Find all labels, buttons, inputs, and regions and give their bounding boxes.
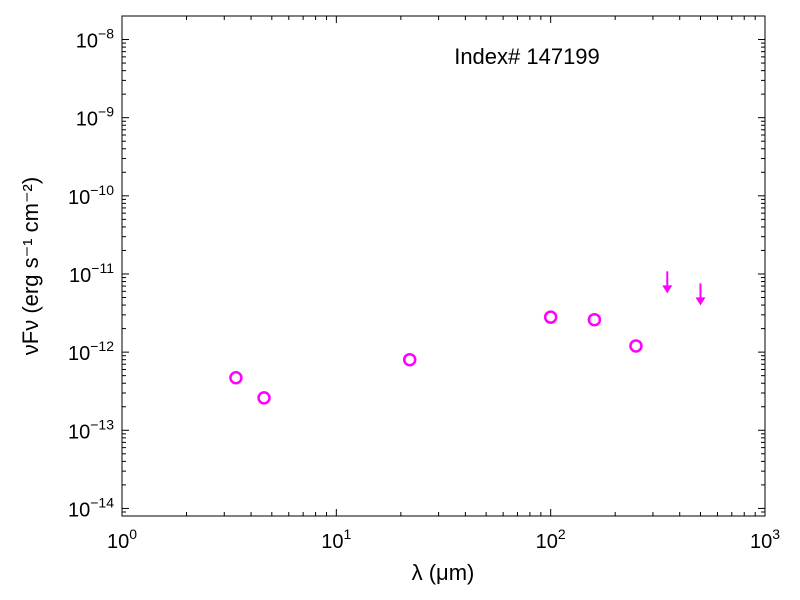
- y-tick-label: 10−9: [76, 104, 114, 131]
- upper-limit-head: [662, 285, 673, 294]
- y-tick-label: 10−12: [68, 338, 114, 365]
- upper-limit-arrow: [695, 283, 706, 306]
- x-tick-label: 102: [536, 526, 566, 553]
- data-marks: [229, 271, 706, 405]
- y-tick-label: 10−8: [76, 26, 114, 53]
- upper-limit-arrow: [662, 271, 673, 294]
- data-point: [543, 310, 558, 324]
- data-point: [629, 339, 643, 353]
- y-tick-label: 10−11: [69, 260, 114, 287]
- upper-limit-head: [695, 297, 706, 306]
- plot-frame: [121, 15, 766, 517]
- x-tick-label: 100: [107, 526, 137, 553]
- y-axis-label: νFν (erg s⁻¹ cm⁻²): [18, 177, 43, 355]
- data-point: [587, 312, 602, 327]
- x-axis-label: λ (μm): [412, 560, 475, 585]
- data-point: [257, 391, 271, 405]
- x-tick-label: 101: [321, 526, 351, 553]
- axis-tick-labels: 100 101 102 103 10−14 10−13 10−12 10−11 10−10 10−…: [68, 26, 780, 553]
- y-tick-label: 10−14: [68, 494, 114, 521]
- y-tick-label: 10−10: [68, 182, 114, 209]
- y-tick-label: 10−13: [68, 416, 114, 443]
- chart-annotation: Index# 147199: [454, 44, 600, 69]
- x-tick-label: 103: [750, 526, 780, 553]
- axis-ticks: [121, 15, 766, 517]
- data-point: [402, 352, 417, 367]
- data-point: [229, 371, 243, 385]
